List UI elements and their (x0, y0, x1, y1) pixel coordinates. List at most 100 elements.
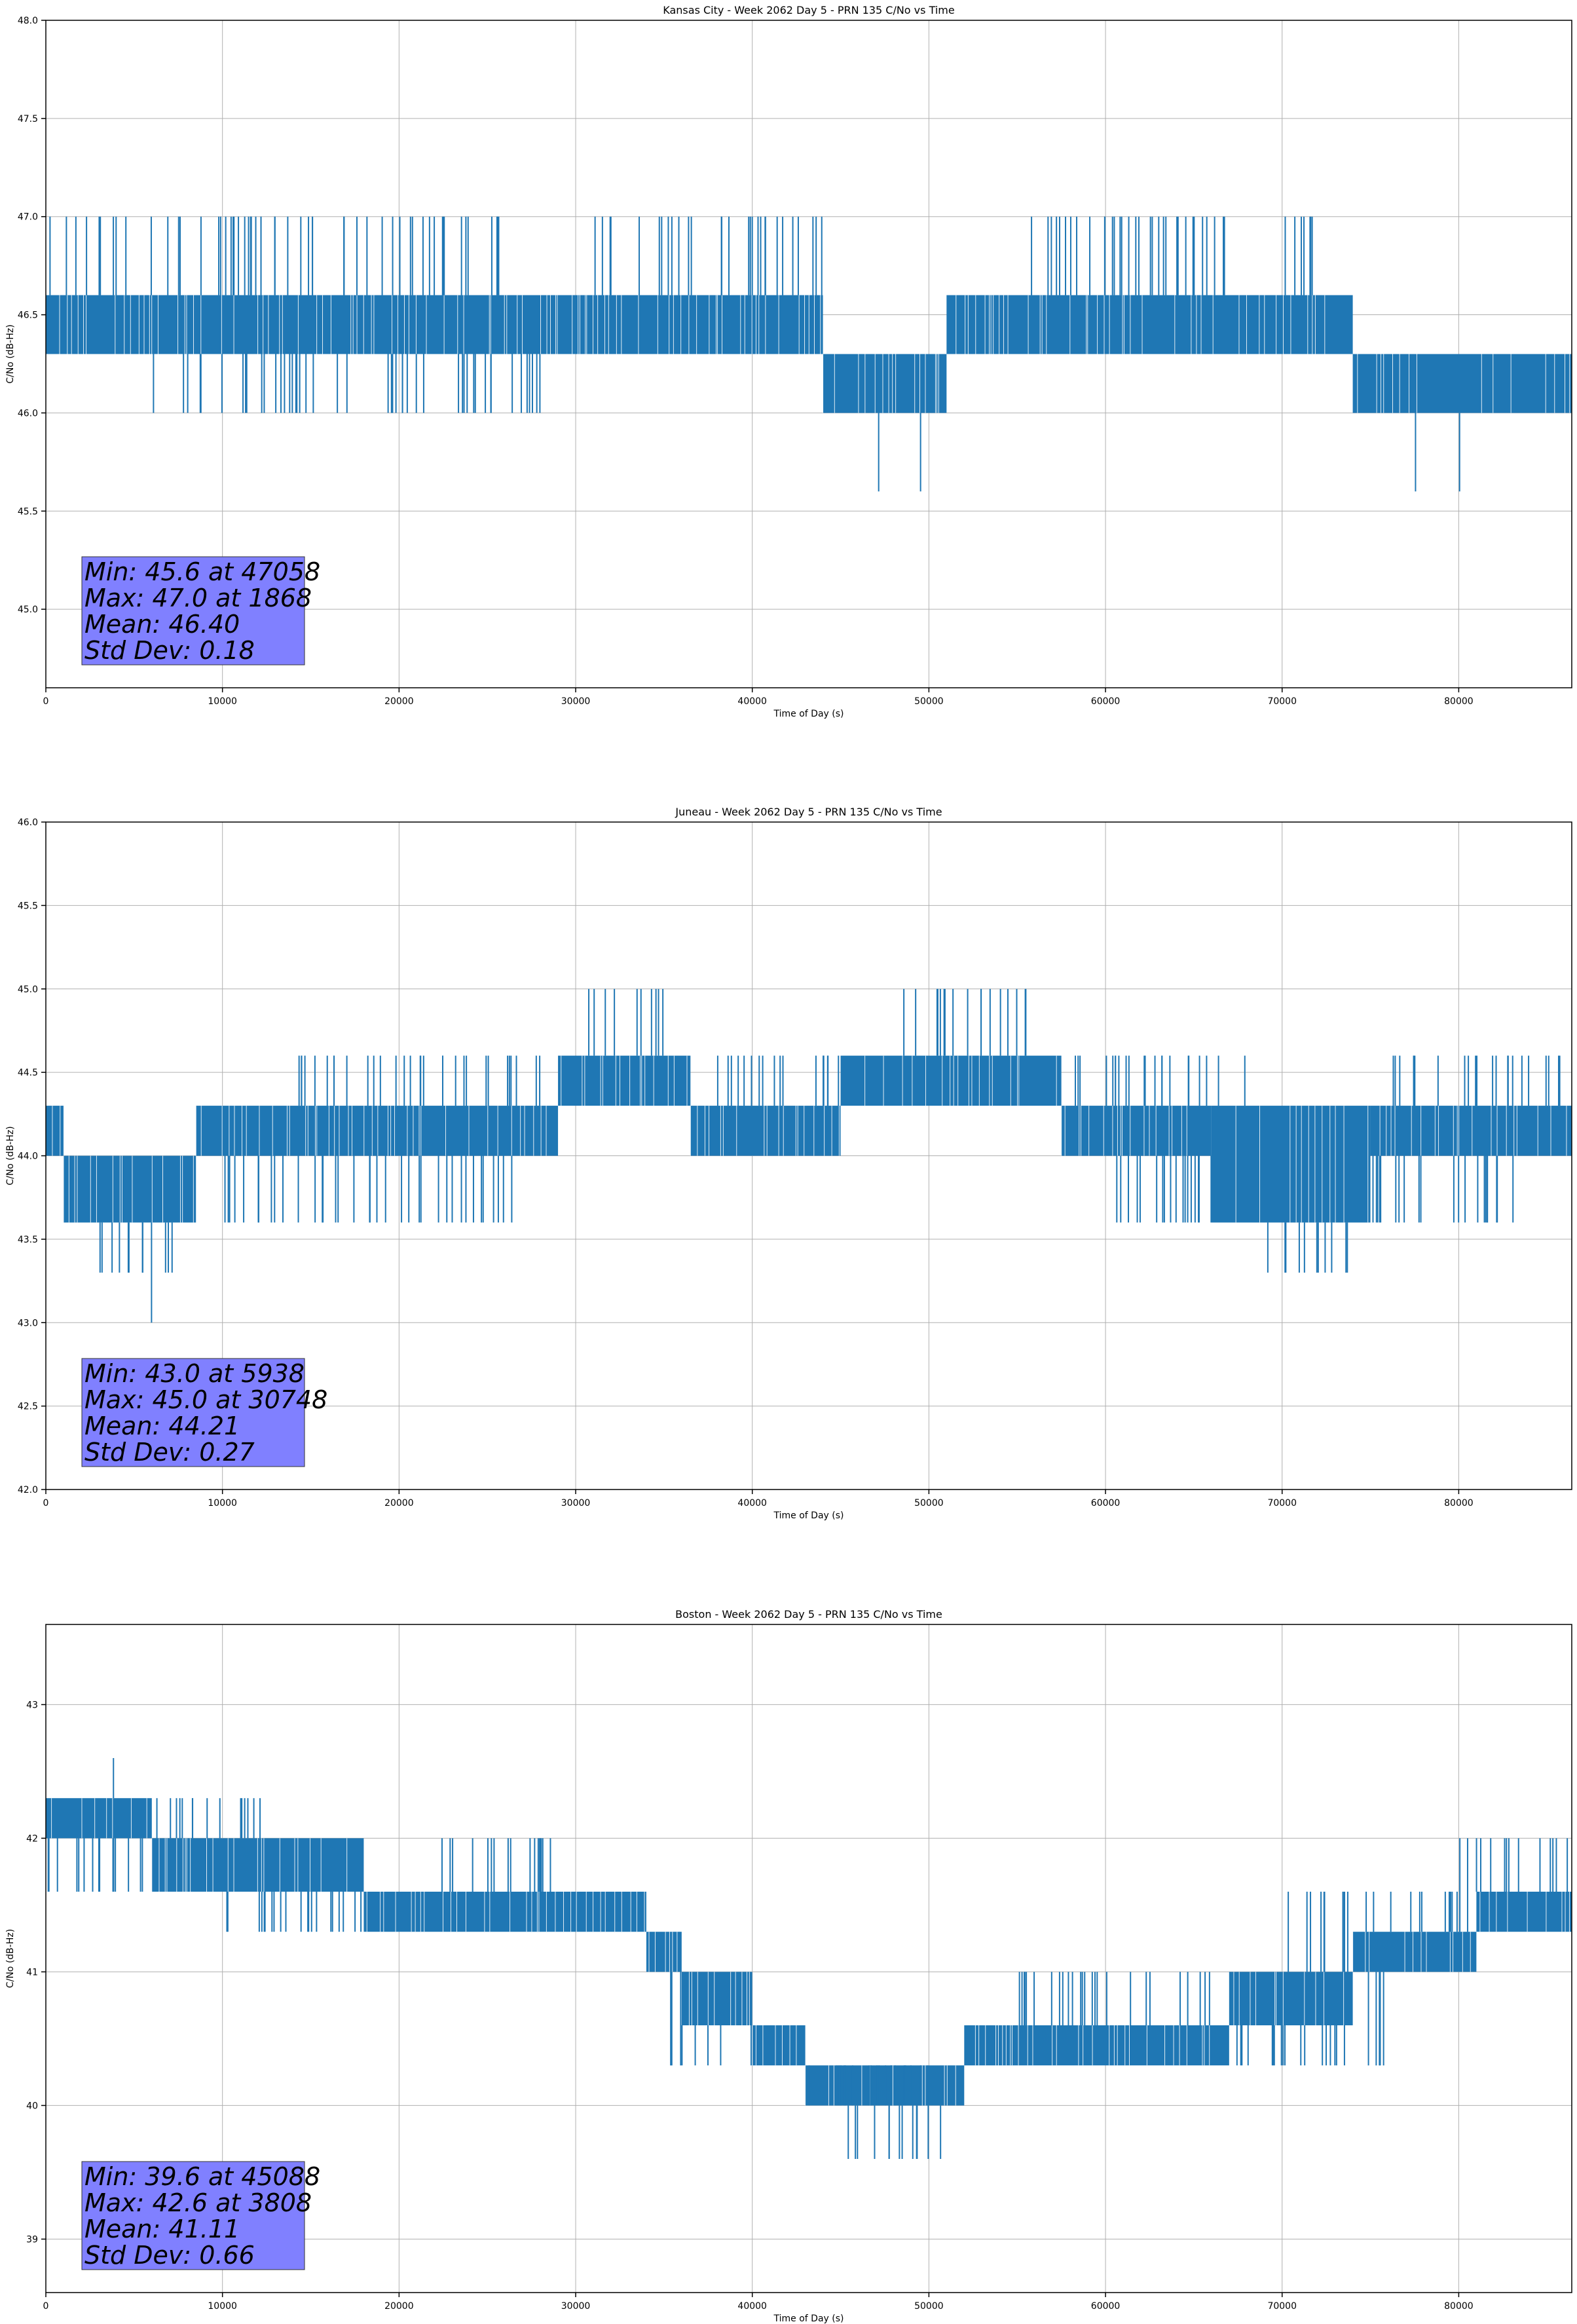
x-tick-label: 60000 (1091, 1498, 1121, 1509)
stats-line3: Mean: 41.11 (84, 2215, 240, 2243)
x-tick-label: 60000 (1091, 696, 1121, 707)
band-texture (257, 295, 821, 354)
chart-title: Juneau - Week 2062 Day 5 - PRN 135 C/No … (675, 806, 942, 818)
band-texture (955, 295, 1326, 354)
y-axis: 45.0 45.5 46.0 46.5 47.0 47.5 48.0 (18, 16, 46, 615)
y-tick-label: 40 (26, 2101, 38, 2111)
x-axis-label: Time of Day (s) (773, 2314, 844, 2324)
x-axis-label: Time of Day (s) (773, 709, 844, 719)
band-texture (46, 1106, 61, 1156)
x-tick-label: 0 (43, 696, 49, 707)
x-axis-label: Time of Day (s) (773, 1510, 844, 1521)
band-texture (366, 1892, 645, 1932)
band-mark (196, 1106, 559, 1156)
band-mark (1061, 1106, 1212, 1156)
band-texture (51, 1798, 147, 1839)
band-texture (648, 1932, 678, 1972)
y-tick-label: 42.0 (18, 1485, 38, 1495)
y-tick-label: 41 (26, 1967, 38, 1977)
y-tick-label: 43.0 (18, 1318, 38, 1328)
band-mark (1370, 1106, 1572, 1156)
band-texture (688, 1972, 750, 2025)
x-tick-label: 10000 (208, 1498, 237, 1509)
band-texture (151, 1838, 348, 1892)
chart-panel-2: 0 10000 20000 30000 40000 50000 60000 70000 8000… (5, 806, 1572, 1521)
y-tick-label: 48.0 (18, 16, 38, 26)
stats-line3: Mean: 44.21 (84, 1412, 240, 1440)
band-mark (63, 1155, 196, 1223)
x-tick-label: 30000 (561, 2301, 591, 2312)
y-axis-label: C/No (dB-Hz) (5, 324, 16, 383)
x-tick-label: 60000 (1091, 2301, 1121, 2312)
band-texture (823, 354, 939, 413)
chart-title: Kansas City - Week 2062 Day 5 - PRN 135 … (663, 4, 954, 16)
band-mark (964, 2025, 1229, 2066)
y-axis-label: C/No (dB-Hz) (5, 1126, 16, 1185)
band-mark (558, 1055, 691, 1106)
y-tick-label: 44.5 (18, 1068, 38, 1078)
y-tick-label: 43.5 (18, 1235, 38, 1245)
y-tick-label: 47.5 (18, 114, 38, 124)
y-tick-label: 46.5 (18, 310, 38, 321)
stats-line3: Mean: 46.40 (84, 610, 240, 639)
band-texture (59, 295, 234, 354)
series-cno (46, 988, 1572, 1323)
stats-box-background (81, 556, 305, 665)
y-axis: 42.0 42.5 43.0 43.5 44.0 44.5 45.0 45.5 46.0 (18, 817, 46, 1495)
band-texture (561, 1055, 688, 1106)
y-tick-label: 45.5 (18, 506, 38, 517)
axes-frame (45, 1624, 1572, 2293)
x-tick-label: 80000 (1444, 1498, 1474, 1509)
y-tick-label: 46.0 (18, 408, 38, 419)
axes-frame (45, 20, 1572, 688)
x-tick-label: 20000 (384, 1498, 414, 1509)
x-tick-label: 20000 (384, 696, 414, 707)
x-tick-label: 70000 (1267, 2301, 1297, 2312)
band-texture (1479, 1892, 1570, 1932)
stats-line1: Min: 39.6 at 45088 (84, 2162, 320, 2191)
x-tick-label: 40000 (737, 2301, 767, 2312)
stats-line1: Min: 43.0 at 5938 (84, 1359, 305, 1388)
y-tick-label: 43 (26, 1700, 38, 1710)
x-tick-label: 70000 (1267, 1498, 1297, 1509)
x-tick-label: 30000 (561, 1498, 591, 1509)
series-cno (46, 216, 1572, 492)
x-tick-label: 0 (43, 2301, 49, 2312)
band-mark (690, 1106, 841, 1156)
chart-title: Boston - Week 2062 Day 5 - PRN 135 C/No … (675, 1608, 942, 1621)
band-texture (63, 1155, 194, 1223)
stats-line2: Max: 42.6 at 3808 (84, 2188, 312, 2217)
x-axis: 0 10000 20000 30000 40000 50000 60000 70000 8000… (43, 2293, 1474, 2312)
chart-panel-3: 0 10000 20000 30000 40000 50000 60000 70000 8000… (5, 1608, 1572, 2324)
x-axis: 0 10000 20000 30000 40000 50000 60000 70000 8000… (43, 688, 1474, 707)
y-tick-label: 45.0 (18, 984, 38, 995)
stats-line2: Max: 47.0 at 1868 (84, 584, 312, 612)
y-axis-label: C/No (dB-Hz) (5, 1929, 16, 1988)
x-tick-label: 70000 (1267, 696, 1297, 707)
chart-panel-1: 0 10000 20000 30000 40000 50000 60000 70000 8000… (5, 4, 1572, 719)
x-tick-label: 0 (43, 1498, 49, 1509)
x-tick-label: 40000 (737, 1498, 767, 1509)
band-texture (864, 1055, 1057, 1106)
y-tick-label: 42 (26, 1833, 38, 1844)
stats-line1: Min: 45.6 at 47058 (84, 557, 320, 586)
band-texture (1235, 1106, 1369, 1223)
band-texture (1061, 1106, 1187, 1156)
band-mark (752, 2025, 806, 2066)
band-mark (46, 1798, 152, 1839)
band-texture (1379, 1106, 1567, 1156)
band-mark (1229, 1972, 1353, 2025)
x-tick-label: 30000 (561, 696, 591, 707)
stats-box-background (81, 2161, 305, 2270)
band-texture (1357, 354, 1570, 413)
band-mark (946, 295, 1353, 354)
y-axis: 39 40 41 42 43 (26, 1700, 46, 2245)
band-texture (752, 2025, 797, 2066)
band-mark (1352, 1932, 1477, 1972)
x-tick-label: 20000 (384, 2301, 414, 2312)
x-tick-label: 50000 (914, 1498, 944, 1509)
y-tick-label: 47.0 (18, 212, 38, 223)
band-mark (1352, 354, 1572, 413)
band-mark (1211, 1106, 1371, 1223)
